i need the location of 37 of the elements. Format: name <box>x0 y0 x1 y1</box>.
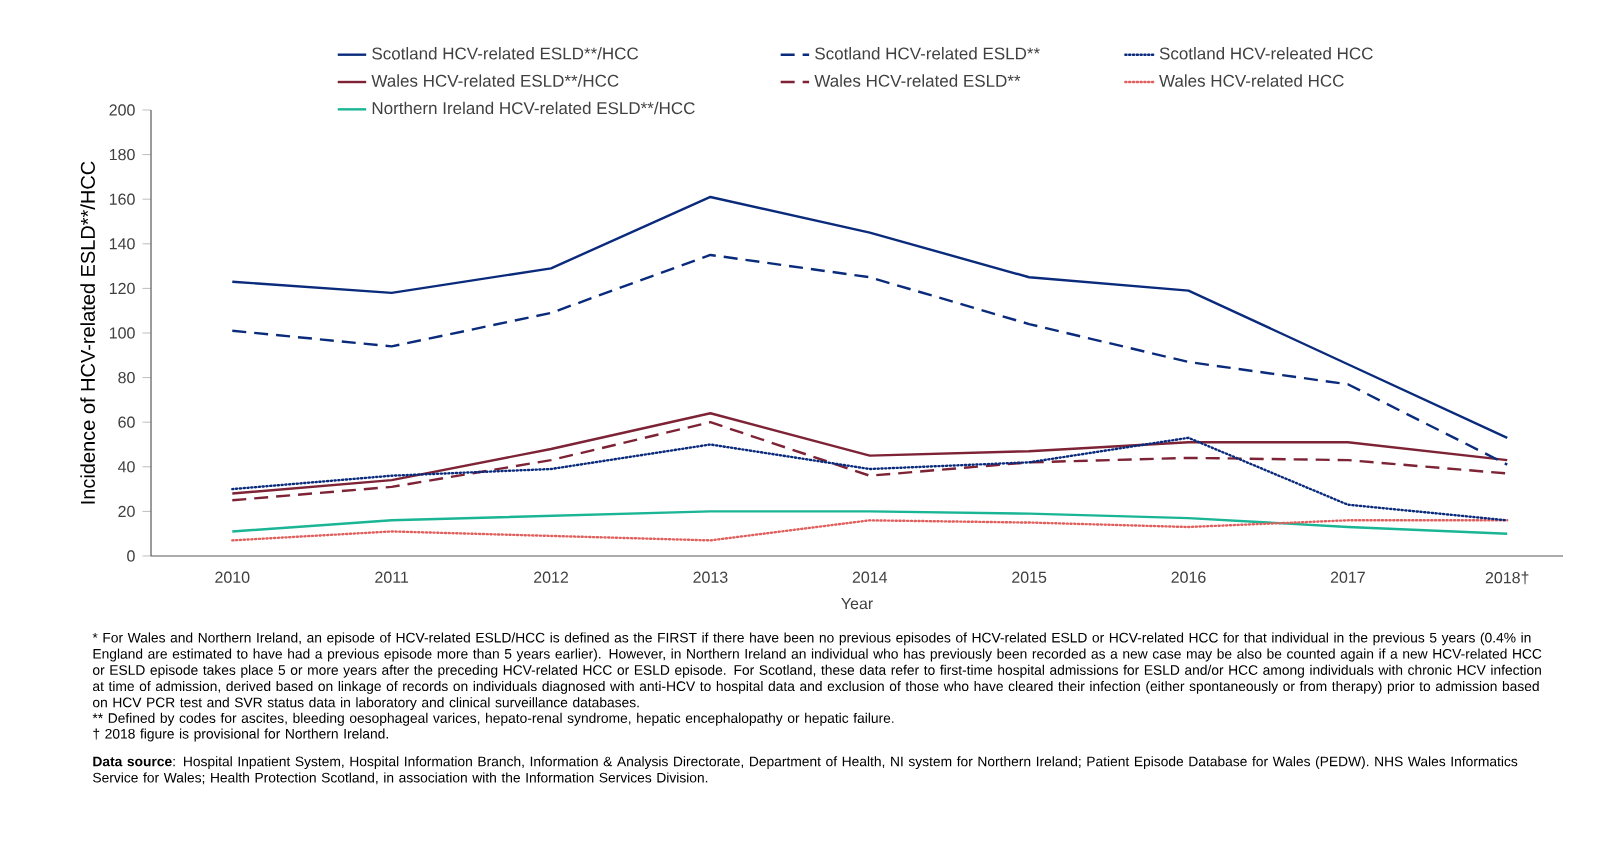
y-tick-label: 80 <box>118 371 135 384</box>
text: Data source: Hospital Inpatient System, Hospital Information Branch, Information & Analysis Directorate, Department of Health, NI system for Northern Ireland; Patient Episode Database for Wales (PEDW). NHS Wales Informatics Service for Wales; Health Protection Scotland, in association with the Information Services Division. <box>93 756 1518 785</box>
x-axis-title: Year <box>841 598 873 610</box>
text: † 2018 figure is provisional for Northern Ireland. <box>93 728 388 742</box>
line-series <box>231 195 1509 440</box>
legend-label: Scotland HCV-related ESLD**/HCC <box>372 47 639 60</box>
x-tick-label: 2016 <box>1171 571 1206 583</box>
text: * For Wales and Northern Ireland, an episode of HCV-related ESLD/HCC is defined as the FIRST if there have been no previous episodes of HCV-related ESLD or HCV-related HCC for that individual in the previous 5 years (0.4% in England are estimated to have had a previous episode more than 5 years earlier). However, in Northern Ireland an individual who has previously been recorded as a new case may be also be counted again if a new HCV-related HCC or ESLD episode takes place 5 or more years after the preceding HCV-related HCC or ESLD episode. For Scotland, these data refer to first-time hospital admissions for ESLD and/or HCC among individuals with chronic HCV infection at time of admission, derived based on linkage of records on individuals diagnosed with anti-HCV to hospital data and exclusion of those who have cleared their infection (either spontaneously or from therapy) prior to admission based on HCV PCR test and SVR status data in laboratory and clinical surveillance databases. <box>92 632 1542 711</box>
x-tick-label: 2011 <box>375 571 409 583</box>
text: ** Defined by codes for ascites, bleeding oesophageal varices, hepato-renal syndrome, hepatic encephalopathy or hepatic failure. <box>92 712 894 726</box>
line-series <box>231 412 1509 495</box>
x-tick-label: 2012 <box>534 571 569 583</box>
legend-label: Scotland HCV-releated HCC <box>1159 47 1373 60</box>
y-tick-label: 200 <box>109 104 135 116</box>
y-axis-title: Incidence of HCV-related ESLD**/HCC <box>80 161 95 504</box>
legend-label: Northern Ireland HCV-related ESLD**/HCC <box>372 101 695 115</box>
x-tick-label: 2013 <box>693 571 728 583</box>
y-tick-label: 100 <box>109 327 135 339</box>
legend-label: Wales HCV-related ESLD**/HCC <box>371 74 619 87</box>
legend-label: Scotland HCV-related ESLD** <box>815 47 1040 60</box>
x-tick-label: 2018† <box>1485 571 1529 585</box>
y-tick-label: 40 <box>117 461 135 473</box>
x-tick-label: 2015 <box>1012 571 1047 583</box>
y-tick-label: 120 <box>109 282 135 295</box>
y-tick-label: 160 <box>109 193 135 205</box>
line-series <box>231 253 1509 466</box>
y-tick-label: 0 <box>127 550 135 562</box>
y-tick-label: 180 <box>109 148 135 161</box>
legend-label: Wales HCV-related HCC <box>1159 74 1344 87</box>
y-tick-label: 20 <box>118 505 135 518</box>
x-tick-label: 2017 <box>1330 571 1365 583</box>
y-tick-label: 60 <box>118 416 135 428</box>
line-series <box>231 436 1509 522</box>
x-tick-label: 2010 <box>215 571 250 583</box>
x-tick-label: 2014 <box>852 571 888 583</box>
legend-label: Wales HCV-related ESLD** <box>814 74 1021 87</box>
y-tick-label: 140 <box>109 238 135 250</box>
